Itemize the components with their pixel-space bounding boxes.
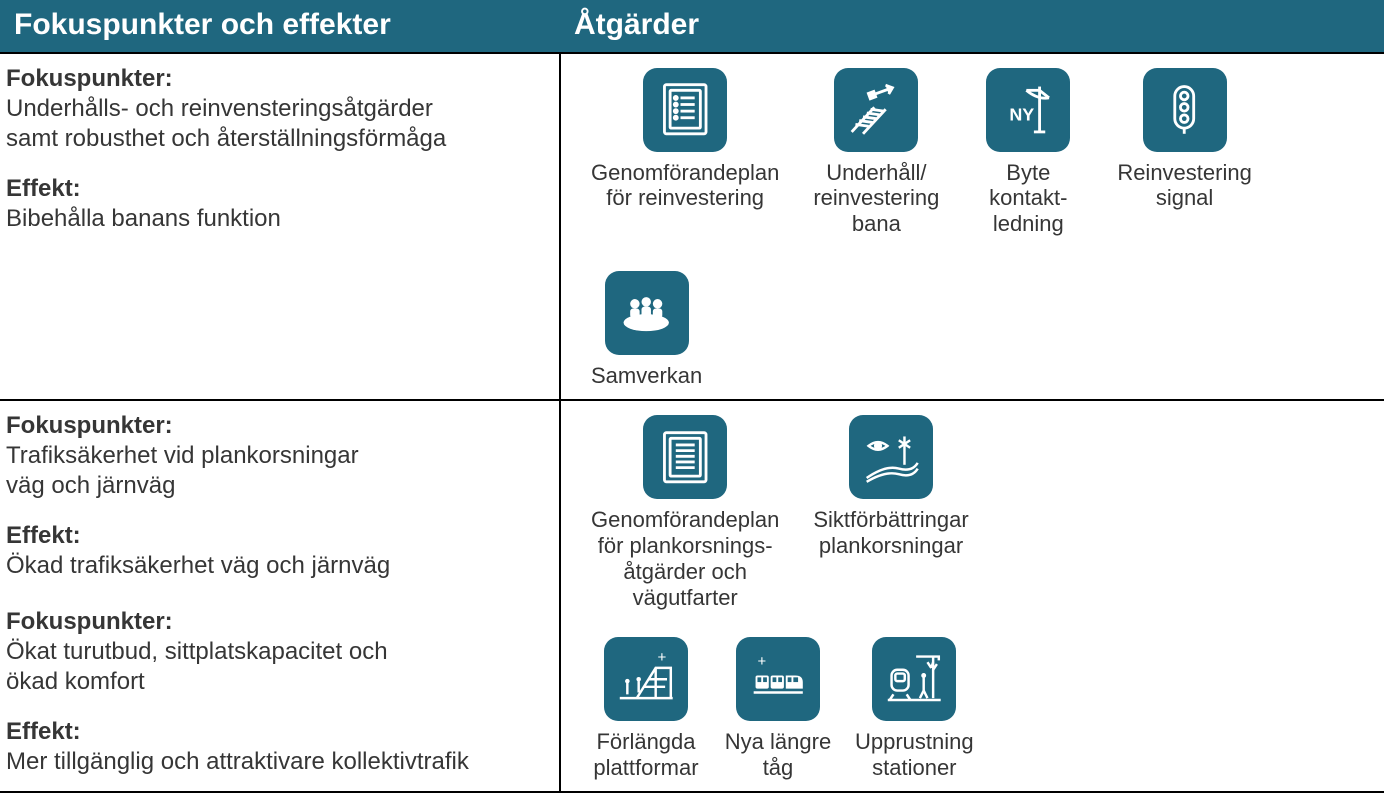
plan-list-icon [643,68,727,152]
table-row: Fokuspunkter: Trafiksäkerhet vid plankor… [0,400,1384,792]
table-header-row: Fokuspunkter och effekter Åtgärder [0,0,1384,53]
svg-text:+: + [657,649,666,666]
action-caption: Genomförandeplan för reinvestering [591,160,779,212]
focus-text: Trafiksäkerhet vid plankorsningar väg oc… [6,441,545,501]
action-item: + [723,637,833,781]
svg-text:+: + [757,653,766,670]
ny-badge-text: NY [1009,105,1034,125]
effect-text: Ökad trafiksäkerhet väg och järnväg [6,551,545,581]
effect-label: Effekt: [6,174,545,204]
action-caption: Samverkan [591,363,702,389]
header-right: Åtgärder [560,0,1384,53]
action-item: Siktförbättringar plankorsningar [813,415,968,559]
action-caption: Förlängda plattformar [593,729,698,781]
action-caption: Byte kontakt- ledning [989,160,1067,238]
action-item: NY Byte kontakt- ledning [973,68,1083,238]
action-caption: Nya längre tåg [725,729,831,781]
action-caption: Reinvestering signal [1117,160,1252,212]
effect-label: Effekt: [6,717,545,747]
table-row: Fokuspunkter: Underhålls- och reinvenste… [0,53,1384,401]
action-item: Upprustning stationer [855,637,974,781]
action-item: Underhåll/ reinvestering bana [813,68,939,238]
action-caption: Genomförandeplan för plankorsnings- åtgä… [591,507,779,611]
focus-cell: Fokuspunkter: Trafiksäkerhet vid plankor… [0,400,560,792]
actions-cell: Genomförandeplan för reinvestering [560,53,1384,401]
focus-label: Fokuspunkter: [6,607,545,637]
focus-actions-table: Fokuspunkter och effekter Åtgärder Fokus… [0,0,1384,793]
action-item: Genomförandeplan för plankorsnings- åtgä… [591,415,779,611]
action-item: + [591,637,701,781]
focus-label: Fokuspunkter: [6,411,545,441]
effect-label: Effekt: [6,521,545,551]
actions-row: Genomförandeplan för reinvestering [591,68,1374,390]
action-item: Samverkan [591,271,702,389]
focus-label: Fokuspunkter: [6,64,545,94]
header-left: Fokuspunkter och effekter [0,0,560,53]
signal-light-icon [1143,68,1227,152]
station-up-icon [872,637,956,721]
effect-text: Bibehålla banans funktion [6,204,545,234]
crossing-eye-icon [849,415,933,499]
track-tools-icon [834,68,918,152]
catenary-ny-icon: NY [986,68,1070,152]
plan-list-icon [643,415,727,499]
train-plus-icon: + [736,637,820,721]
people-table-icon [605,271,689,355]
focus-cell: Fokuspunkter: Underhålls- och reinvenste… [0,53,560,401]
focus-text: Ökat turutbud, sittplatskapacitet och ök… [6,637,545,697]
focus-text: Underhålls- och reinvensteringsåtgärder … [6,94,545,154]
actions-cell: Genomförandeplan för plankorsnings- åtgä… [560,400,1384,792]
action-item: Reinvestering signal [1117,68,1252,212]
platform-plus-icon: + [604,637,688,721]
action-caption: Siktförbättringar plankorsningar [813,507,968,559]
action-item: Genomförandeplan för reinvestering [591,68,779,212]
effect-text: Mer tillgänglig och attraktivare kollekt… [6,747,545,777]
action-caption: Underhåll/ reinvestering bana [813,160,939,238]
actions-row: + [591,637,1374,781]
actions-row: Genomförandeplan för plankorsnings- åtgä… [591,415,1374,611]
action-caption: Upprustning stationer [855,729,974,781]
